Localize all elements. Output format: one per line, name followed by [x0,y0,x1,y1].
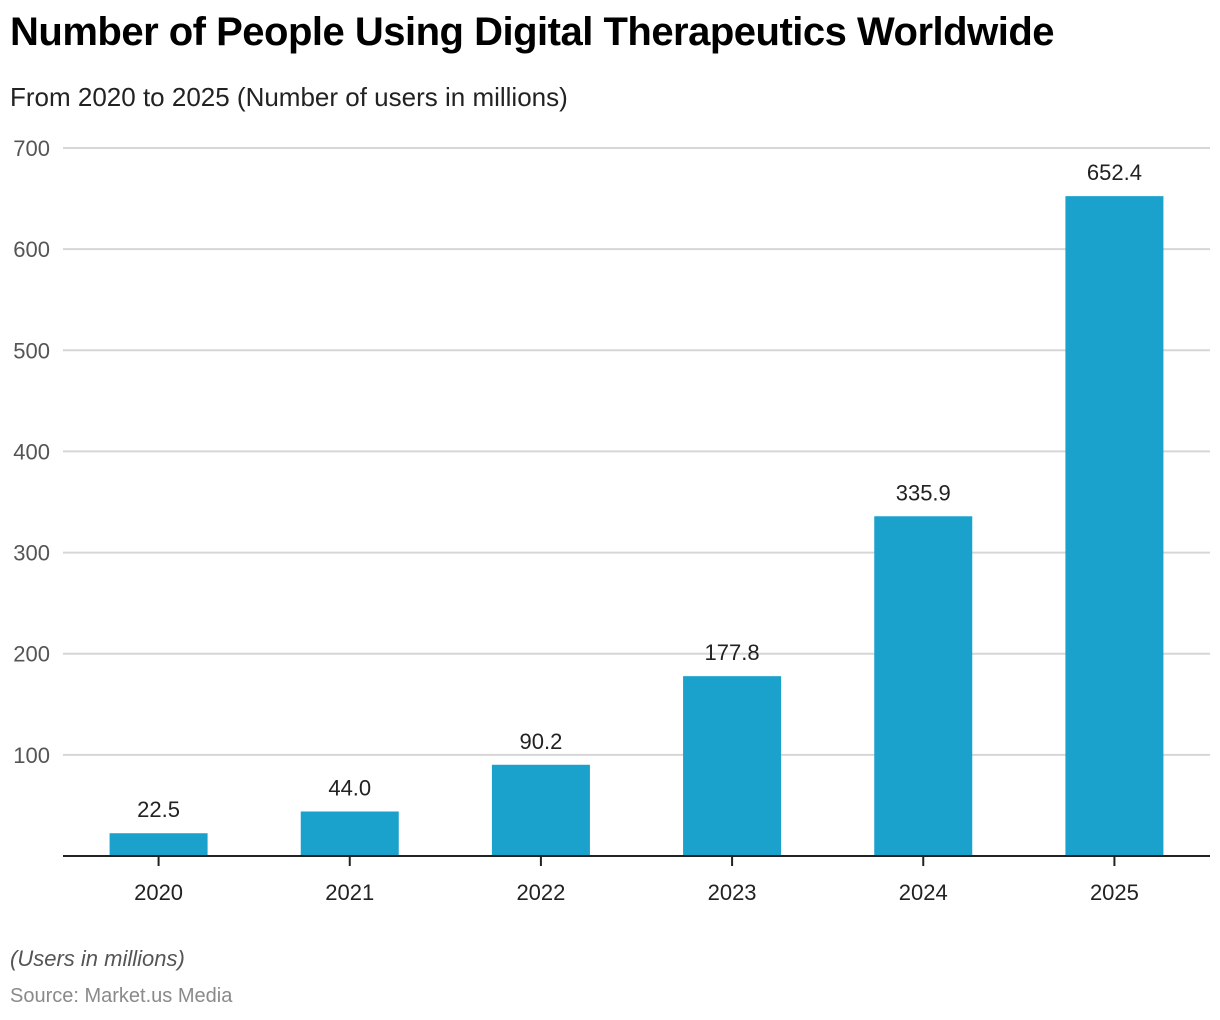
data-label: 335.9 [896,480,951,505]
y-tick-label: 300 [13,541,50,566]
data-label: 177.8 [705,640,760,665]
bar-2020 [109,833,208,856]
bar-2021 [300,811,399,856]
chart-title: Number of People Using Digital Therapeut… [10,10,1055,54]
y-tick-label: 100 [13,743,50,768]
data-labels: 22.5 44.0 90.2 177.8 335.9 652.4 [137,160,1142,822]
x-tick-label: 2020 [134,880,183,905]
bars [109,196,1164,857]
data-label: 44.0 [328,775,371,800]
bar-2024 [874,516,973,856]
chart-subtitle: From 2020 to 2025 (Number of users in mi… [10,82,568,112]
x-tick-label: 2025 [1090,880,1139,905]
x-tick-label: 2022 [516,880,565,905]
x-tick-label: 2024 [899,880,948,905]
y-tick-label: 700 [13,136,50,161]
x-tick-label: 2023 [708,880,757,905]
data-label: 22.5 [137,797,180,822]
chart-footnote: (Users in millions) [10,946,185,971]
y-tick-label: 600 [13,237,50,262]
y-axis: 100 200 300 400 500 600 700 [13,136,50,768]
data-label: 90.2 [520,729,563,754]
y-tick-label: 200 [13,642,50,667]
data-label: 652.4 [1087,160,1142,185]
gridlines [63,147,1210,756]
y-tick-label: 500 [13,338,50,363]
bar-2022 [491,764,590,856]
chart-source: Source: Market.us Media [10,985,233,1007]
bar-2023 [683,676,782,856]
x-tick-label: 2021 [325,880,374,905]
x-axis: 2020 2021 2022 2023 2024 2025 [63,855,1210,905]
bar-2025 [1065,196,1164,857]
y-tick-label: 400 [13,439,50,464]
